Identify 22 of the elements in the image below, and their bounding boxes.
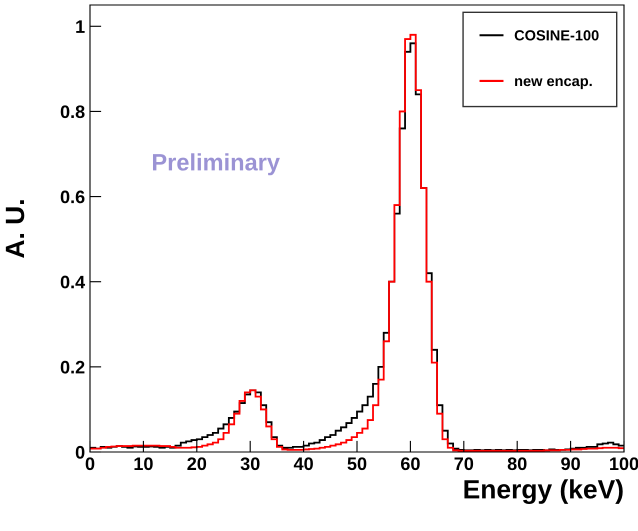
y-tick-label: 1 bbox=[76, 20, 85, 33]
x-tick-label: 20 bbox=[187, 457, 206, 470]
y-axis-title: A. U. bbox=[6, 200, 24, 258]
y-tick-label: 0.8 bbox=[60, 105, 85, 118]
y-tick-label: 0.6 bbox=[60, 190, 84, 204]
x-tick-label: 10 bbox=[134, 457, 153, 470]
x-tick-label: 100 bbox=[610, 457, 638, 470]
x-tick-label: 50 bbox=[348, 457, 366, 470]
annotation: Preliminary bbox=[152, 153, 280, 176]
legend-label: new encap. bbox=[515, 78, 592, 90]
x-tick-label: 40 bbox=[294, 457, 313, 470]
y-tick-label: 0 bbox=[76, 446, 84, 459]
x-axis-title: Energy (keV) bbox=[464, 479, 623, 504]
y-tick-label: 0.2 bbox=[60, 360, 84, 374]
x-tick-label: 70 bbox=[454, 457, 474, 470]
y-tick-label: 0.4 bbox=[60, 276, 86, 288]
x-tick-label: 0 bbox=[86, 457, 94, 470]
x-tick-label: 30 bbox=[240, 457, 260, 470]
x-tick-label: 80 bbox=[508, 457, 527, 470]
legend-label: COSINE-100 bbox=[514, 30, 599, 41]
x-tick-label: 90 bbox=[561, 457, 580, 470]
x-tick-label: 60 bbox=[401, 457, 420, 470]
